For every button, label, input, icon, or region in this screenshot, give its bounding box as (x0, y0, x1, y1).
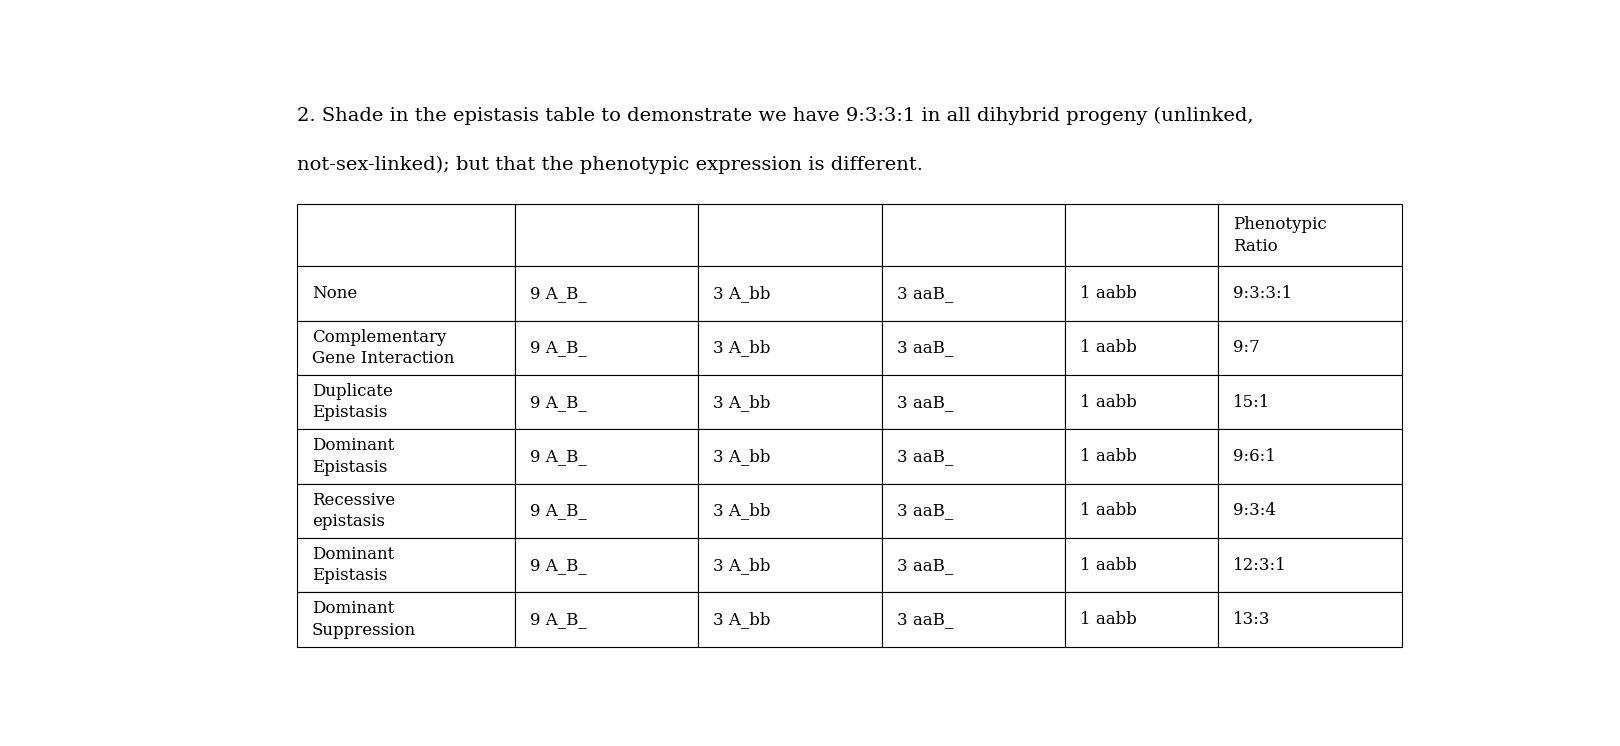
Text: 3 A_bb: 3 A_bb (713, 557, 771, 574)
Bar (1218, 204, 1401, 266)
Text: 12:3:1: 12:3:1 (1233, 557, 1288, 574)
Text: 3 aaB_: 3 aaB_ (896, 339, 953, 357)
Text: 3 aaB_: 3 aaB_ (896, 557, 953, 574)
Text: 9:7: 9:7 (1233, 339, 1260, 357)
Bar (515, 538, 698, 592)
Text: 1 aabb: 1 aabb (1081, 611, 1137, 628)
Bar (296, 375, 515, 430)
Bar (296, 321, 515, 375)
Text: None: None (311, 285, 356, 302)
Text: 3 A_bb: 3 A_bb (713, 285, 771, 302)
Text: 3 aaB_: 3 aaB_ (896, 285, 953, 302)
Bar (515, 375, 698, 430)
Text: Complementary
Gene Interaction: Complementary Gene Interaction (311, 328, 454, 367)
Text: 1 aabb: 1 aabb (1081, 339, 1137, 357)
Text: 9 A_B_: 9 A_B_ (530, 394, 586, 411)
Text: 15:1: 15:1 (1233, 394, 1270, 411)
Bar (1218, 538, 1401, 592)
Text: Recessive
epistasis: Recessive epistasis (311, 492, 395, 530)
Text: 3 aaB_: 3 aaB_ (896, 448, 953, 465)
Text: 9 A_B_: 9 A_B_ (530, 285, 586, 302)
Bar (1064, 375, 1218, 430)
Text: 1 aabb: 1 aabb (1081, 285, 1137, 302)
Bar (515, 430, 698, 483)
Bar (881, 483, 1064, 538)
Text: 9:3:3:1: 9:3:3:1 (1233, 285, 1293, 302)
Bar (881, 321, 1064, 375)
Bar (881, 204, 1064, 266)
Bar (881, 538, 1064, 592)
Text: 3 A_bb: 3 A_bb (713, 394, 771, 411)
Bar (296, 592, 515, 647)
Text: 1 aabb: 1 aabb (1081, 448, 1137, 465)
Text: 13:3: 13:3 (1233, 611, 1272, 628)
Bar (698, 266, 881, 321)
Bar (698, 483, 881, 538)
Bar (881, 430, 1064, 483)
Text: 9:3:4: 9:3:4 (1233, 502, 1277, 519)
Text: Dominant
Suppression: Dominant Suppression (311, 601, 416, 639)
Text: 9 A_B_: 9 A_B_ (530, 611, 586, 628)
Bar (296, 430, 515, 483)
Bar (1064, 483, 1218, 538)
Bar (1218, 375, 1401, 430)
Bar (296, 204, 515, 266)
Bar (515, 592, 698, 647)
Bar (698, 430, 881, 483)
Text: 3 A_bb: 3 A_bb (713, 339, 771, 357)
Bar (1218, 430, 1401, 483)
Text: 3 aaB_: 3 aaB_ (896, 394, 953, 411)
Bar (515, 321, 698, 375)
Text: 9:6:1: 9:6:1 (1233, 448, 1277, 465)
Text: Dominant
Epistasis: Dominant Epistasis (311, 437, 394, 476)
Bar (515, 266, 698, 321)
Text: 9 A_B_: 9 A_B_ (530, 557, 586, 574)
Text: 1 aabb: 1 aabb (1081, 394, 1137, 411)
Bar (296, 266, 515, 321)
Bar (698, 538, 881, 592)
Bar (881, 592, 1064, 647)
Bar (296, 538, 515, 592)
Bar (698, 321, 881, 375)
Text: 2. Shade in the epistasis table to demonstrate we have 9:3:3:1 in all dihybrid p: 2. Shade in the epistasis table to demon… (296, 107, 1254, 125)
Bar (1218, 483, 1401, 538)
Text: 9 A_B_: 9 A_B_ (530, 339, 586, 357)
Text: 3 A_bb: 3 A_bb (713, 611, 771, 628)
Bar (296, 483, 515, 538)
Bar (881, 266, 1064, 321)
Text: 9 A_B_: 9 A_B_ (530, 502, 586, 519)
Bar (1064, 538, 1218, 592)
Text: Phenotypic
Ratio: Phenotypic Ratio (1233, 216, 1327, 254)
Text: 1 aabb: 1 aabb (1081, 502, 1137, 519)
Text: 3 A_bb: 3 A_bb (713, 448, 771, 465)
Text: not-sex-linked); but that the phenotypic expression is different.: not-sex-linked); but that the phenotypic… (296, 156, 923, 174)
Bar (881, 375, 1064, 430)
Text: 3 aaB_: 3 aaB_ (896, 502, 953, 519)
Bar (1218, 266, 1401, 321)
Bar (1064, 204, 1218, 266)
Text: 9 A_B_: 9 A_B_ (530, 448, 586, 465)
Bar (515, 204, 698, 266)
Bar (698, 375, 881, 430)
Text: 3 aaB_: 3 aaB_ (896, 611, 953, 628)
Text: Duplicate
Epistasis: Duplicate Epistasis (311, 383, 392, 421)
Text: 1 aabb: 1 aabb (1081, 557, 1137, 574)
Bar (1064, 321, 1218, 375)
Bar (1218, 592, 1401, 647)
Text: 3 A_bb: 3 A_bb (713, 502, 771, 519)
Bar (1064, 592, 1218, 647)
Bar (698, 592, 881, 647)
Bar (515, 483, 698, 538)
Bar (1218, 321, 1401, 375)
Text: Dominant
Epistasis: Dominant Epistasis (311, 546, 394, 584)
Bar (1064, 430, 1218, 483)
Bar (698, 204, 881, 266)
Bar (1064, 266, 1218, 321)
